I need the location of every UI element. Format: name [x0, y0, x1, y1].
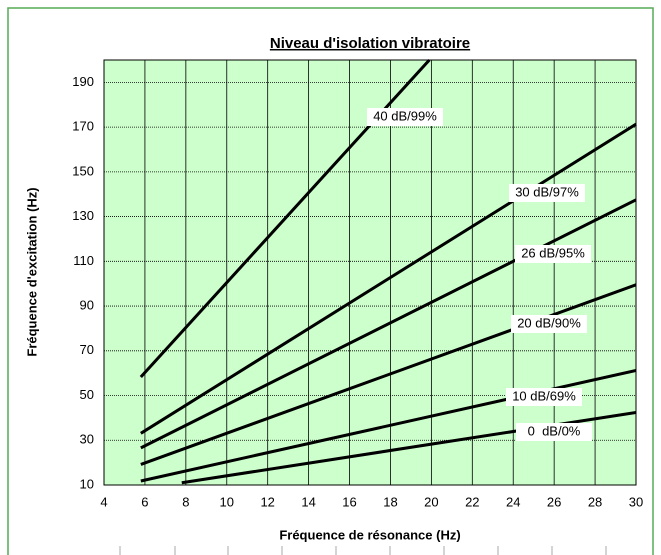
series-label-box	[509, 184, 585, 202]
y-tick-label: 90	[80, 297, 94, 312]
chart-title: Niveau d'isolation vibratoire	[270, 35, 470, 52]
x-tick-label: 18	[383, 494, 397, 509]
x-tick-label: 20	[424, 494, 438, 509]
series-label-box	[506, 388, 582, 406]
x-tick-label: 28	[588, 494, 602, 509]
bottom-ticks	[119, 546, 607, 555]
y-tick-label: 30	[80, 432, 94, 447]
series-label: 26 dB/95%	[521, 245, 585, 260]
y-axis-label: Fréquence d'excitation (Hz)	[24, 187, 39, 356]
x-tick-label: 16	[342, 494, 356, 509]
plot-border	[103, 59, 637, 486]
x-tick-label: 10	[220, 494, 234, 509]
series-label: 0 dB/0%	[528, 423, 581, 438]
series-label: 40 dB/99%	[373, 108, 437, 123]
y-tick-label: 190	[72, 74, 94, 89]
series-label-box	[516, 423, 592, 441]
x-tick-label: 22	[465, 494, 479, 509]
plot-area	[104, 60, 636, 485]
series-label-box	[515, 245, 591, 263]
y-tick-label: 130	[72, 208, 94, 223]
x-tick-label: 4	[100, 494, 107, 509]
series-label: 20 dB/90%	[517, 315, 581, 330]
x-tick-label: 12	[260, 494, 274, 509]
y-tick-label: 10	[80, 476, 94, 491]
series-line	[140, 283, 637, 466]
y-tick-label: 150	[72, 163, 94, 178]
x-tick-label: 24	[506, 494, 520, 509]
x-axis-label: Fréquence de résonance (Hz)	[279, 527, 460, 542]
y-tick-label: 50	[80, 387, 94, 402]
series-label: 10 dB/69%	[512, 388, 576, 403]
x-tick-label: 26	[547, 494, 561, 509]
x-tick-label: 8	[182, 494, 189, 509]
x-tick-label: 6	[141, 494, 148, 509]
series-label-box	[367, 108, 443, 126]
y-tick-label: 170	[72, 119, 94, 134]
y-tick-label: 70	[80, 342, 94, 357]
series-label-box	[511, 315, 587, 333]
series-label: 30 dB/97%	[515, 184, 579, 199]
y-tick-label: 110	[73, 253, 94, 268]
series-line	[140, 122, 637, 435]
x-tick-label: 14	[301, 494, 315, 509]
x-tick-label: 30	[629, 494, 643, 509]
series-line	[140, 198, 637, 450]
